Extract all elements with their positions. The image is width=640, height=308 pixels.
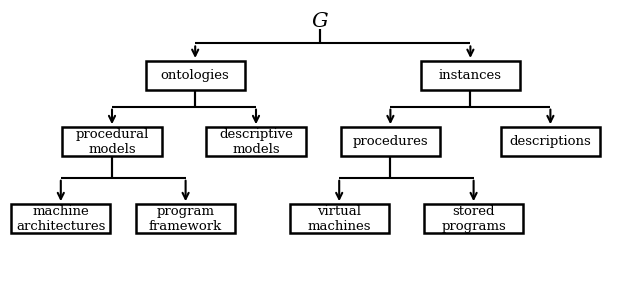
Text: descriptions: descriptions — [509, 135, 591, 148]
Text: stored
programs: stored programs — [441, 205, 506, 233]
FancyBboxPatch shape — [424, 204, 524, 233]
Text: procedures: procedures — [353, 135, 428, 148]
FancyBboxPatch shape — [12, 204, 110, 233]
FancyBboxPatch shape — [146, 61, 244, 90]
FancyBboxPatch shape — [500, 127, 600, 156]
Text: procedural
models: procedural models — [76, 128, 148, 156]
Text: G: G — [312, 12, 328, 31]
FancyBboxPatch shape — [206, 127, 306, 156]
FancyBboxPatch shape — [290, 204, 389, 233]
FancyBboxPatch shape — [62, 127, 161, 156]
FancyBboxPatch shape — [421, 61, 520, 90]
FancyBboxPatch shape — [340, 127, 440, 156]
Text: virtual
machines: virtual machines — [307, 205, 371, 233]
Text: machine
architectures: machine architectures — [16, 205, 106, 233]
Text: program
framework: program framework — [149, 205, 222, 233]
Text: descriptive
models: descriptive models — [219, 128, 293, 156]
FancyBboxPatch shape — [136, 204, 235, 233]
Text: ontologies: ontologies — [161, 69, 230, 82]
Text: instances: instances — [439, 69, 502, 82]
